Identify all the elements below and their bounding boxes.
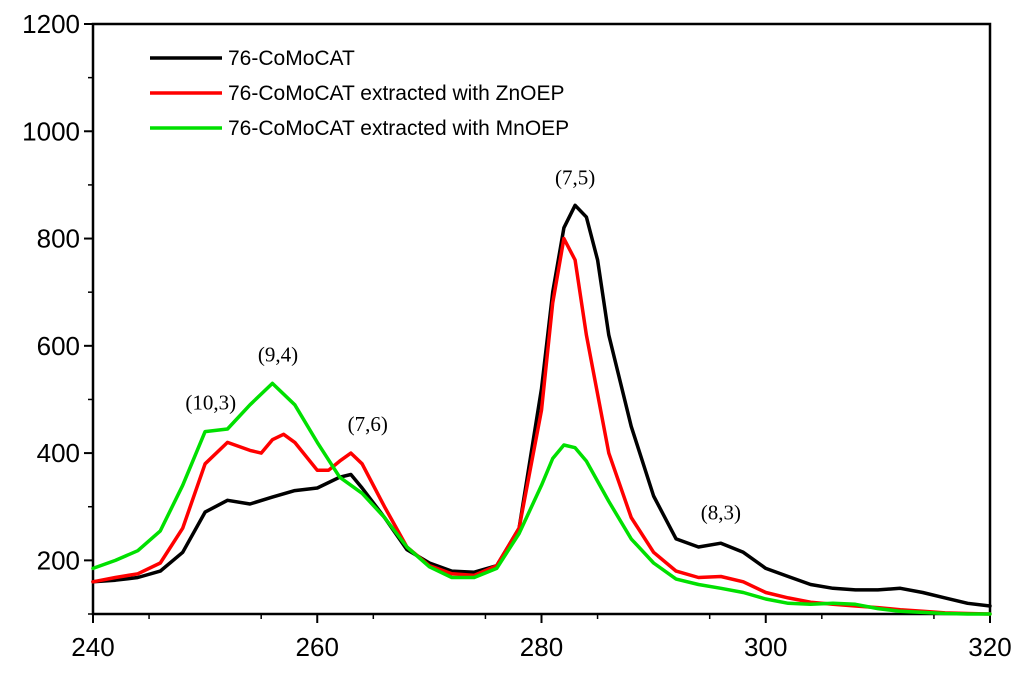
peak-label: (8,3) — [701, 501, 741, 525]
y-tick-label: 1200 — [22, 9, 80, 39]
peak-label: (7,5) — [555, 165, 595, 189]
legend-label-3: 76-CoMoCAT extracted with MnOEP — [228, 117, 569, 140]
peak-label: (7,6) — [348, 412, 388, 436]
x-tick-label: 300 — [744, 632, 787, 662]
x-tick-label: 280 — [520, 632, 563, 662]
y-tick-label: 600 — [37, 331, 80, 361]
x-tick-label: 320 — [968, 632, 1011, 662]
y-tick-label: 1000 — [22, 116, 80, 146]
peak-label: (10,3) — [185, 391, 236, 415]
legend-label-2: 76-CoMoCAT extracted with ZnOEP — [228, 82, 565, 105]
y-tick-label: 200 — [37, 545, 80, 575]
axes: 240 260 280 300 320 200 400 600 800 1000 1200 — [22, 9, 1012, 662]
series-line-2 — [91, 236, 992, 616]
peak-label: (9,4) — [258, 342, 298, 366]
legend-label-1: 76-CoMoCAT — [228, 47, 355, 70]
series-lines — [91, 203, 992, 616]
y-tick-label: 800 — [37, 224, 80, 254]
legend: 76-CoMoCAT 76-CoMoCAT extracted with ZnOE… — [150, 47, 569, 140]
plot-frame — [91, 22, 992, 616]
y-tick-label: 400 — [37, 438, 80, 468]
annotations: (10,3) (9,4) (7,6) (7,5) (8,3) — [185, 165, 741, 524]
x-tick-label: 240 — [71, 632, 114, 662]
x-tick-label: 260 — [296, 632, 339, 662]
series-line-3 — [91, 381, 992, 616]
series-line-1 — [91, 203, 992, 608]
